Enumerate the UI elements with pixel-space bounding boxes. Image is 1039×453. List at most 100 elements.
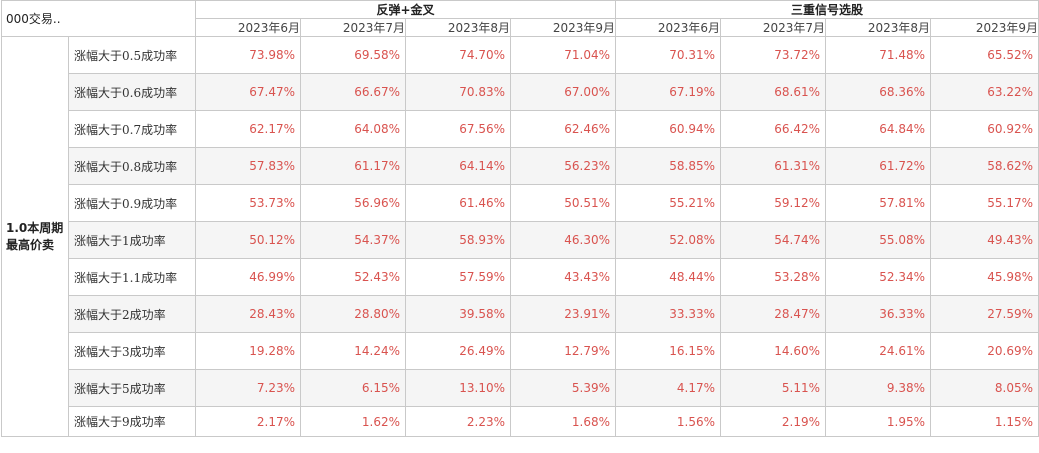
row-label[interactable]: 涨幅大于0.6成功率 <box>67 73 197 111</box>
value-cell[interactable]: 57.83% <box>195 147 302 185</box>
value-cell[interactable]: 73.98% <box>195 36 302 74</box>
value-cell[interactable]: 60.92% <box>930 110 1039 148</box>
month-header[interactable]: 2023年7月 <box>720 18 827 37</box>
row-label[interactable]: 涨幅大于0.9成功率 <box>67 184 197 222</box>
value-cell[interactable]: 14.60% <box>720 332 827 370</box>
value-cell[interactable]: 50.51% <box>510 184 617 222</box>
value-cell[interactable]: 28.47% <box>720 295 827 333</box>
value-cell[interactable]: 5.11% <box>720 369 827 407</box>
value-cell[interactable]: 9.38% <box>825 369 932 407</box>
value-cell[interactable]: 54.37% <box>300 221 407 259</box>
value-cell[interactable]: 70.31% <box>615 36 722 74</box>
value-cell[interactable]: 20.69% <box>930 332 1039 370</box>
value-cell[interactable]: 55.08% <box>825 221 932 259</box>
column-group-header[interactable]: 三重信号选股 <box>615 0 1039 19</box>
value-cell[interactable]: 26.49% <box>405 332 512 370</box>
value-cell[interactable]: 62.46% <box>510 110 617 148</box>
value-cell[interactable]: 61.17% <box>300 147 407 185</box>
value-cell[interactable]: 61.46% <box>405 184 512 222</box>
value-cell[interactable]: 39.58% <box>405 295 512 333</box>
value-cell[interactable]: 43.43% <box>510 258 617 296</box>
value-cell[interactable]: 62.17% <box>195 110 302 148</box>
month-header[interactable]: 2023年9月 <box>510 18 617 37</box>
value-cell[interactable]: 54.74% <box>720 221 827 259</box>
value-cell[interactable]: 1.68% <box>510 406 617 437</box>
value-cell[interactable]: 6.15% <box>300 369 407 407</box>
column-group-header[interactable]: 反弹+金叉 <box>195 0 617 19</box>
value-cell[interactable]: 55.21% <box>615 184 722 222</box>
value-cell[interactable]: 58.62% <box>930 147 1039 185</box>
value-cell[interactable]: 46.30% <box>510 221 617 259</box>
value-cell[interactable]: 5.39% <box>510 369 617 407</box>
value-cell[interactable]: 28.43% <box>195 295 302 333</box>
value-cell[interactable]: 53.28% <box>720 258 827 296</box>
value-cell[interactable]: 64.84% <box>825 110 932 148</box>
row-label[interactable]: 涨幅大于0.5成功率 <box>67 36 197 74</box>
row-group-label[interactable]: 1.0本周期 最高价卖 <box>1 36 69 437</box>
value-cell[interactable]: 56.96% <box>300 184 407 222</box>
value-cell[interactable]: 55.17% <box>930 184 1039 222</box>
value-cell[interactable]: 60.94% <box>615 110 722 148</box>
value-cell[interactable]: 8.05% <box>930 369 1039 407</box>
value-cell[interactable]: 67.00% <box>510 73 617 111</box>
value-cell[interactable]: 61.72% <box>825 147 932 185</box>
value-cell[interactable]: 19.28% <box>195 332 302 370</box>
value-cell[interactable]: 69.58% <box>300 36 407 74</box>
value-cell[interactable]: 73.72% <box>720 36 827 74</box>
value-cell[interactable]: 67.19% <box>615 73 722 111</box>
value-cell[interactable]: 28.80% <box>300 295 407 333</box>
value-cell[interactable]: 23.91% <box>510 295 617 333</box>
value-cell[interactable]: 49.43% <box>930 221 1039 259</box>
row-label[interactable]: 涨幅大于0.7成功率 <box>67 110 197 148</box>
month-header[interactable]: 2023年9月 <box>930 18 1039 37</box>
row-label[interactable]: 涨幅大于2成功率 <box>67 295 197 333</box>
value-cell[interactable]: 4.17% <box>615 369 722 407</box>
month-header[interactable]: 2023年8月 <box>405 18 512 37</box>
value-cell[interactable]: 45.98% <box>930 258 1039 296</box>
value-cell[interactable]: 59.12% <box>720 184 827 222</box>
value-cell[interactable]: 16.15% <box>615 332 722 370</box>
value-cell[interactable]: 27.59% <box>930 295 1039 333</box>
value-cell[interactable]: 57.59% <box>405 258 512 296</box>
value-cell[interactable]: 58.85% <box>615 147 722 185</box>
row-label[interactable]: 涨幅大于5成功率 <box>67 369 197 407</box>
value-cell[interactable]: 7.23% <box>195 369 302 407</box>
value-cell[interactable]: 53.73% <box>195 184 302 222</box>
value-cell[interactable]: 14.24% <box>300 332 407 370</box>
corner-label[interactable]: 000交易.. <box>0 0 197 37</box>
month-header[interactable]: 2023年6月 <box>195 18 302 37</box>
value-cell[interactable]: 33.33% <box>615 295 722 333</box>
row-label[interactable]: 涨幅大于1.1成功率 <box>67 258 197 296</box>
value-cell[interactable]: 66.67% <box>300 73 407 111</box>
value-cell[interactable]: 1.56% <box>615 406 722 437</box>
value-cell[interactable]: 70.83% <box>405 73 512 111</box>
value-cell[interactable]: 63.22% <box>930 73 1039 111</box>
row-label[interactable]: 涨幅大于9成功率 <box>67 406 197 437</box>
value-cell[interactable]: 2.23% <box>405 406 512 437</box>
value-cell[interactable]: 1.62% <box>300 406 407 437</box>
value-cell[interactable]: 2.17% <box>195 406 302 437</box>
value-cell[interactable]: 24.61% <box>825 332 932 370</box>
month-header[interactable]: 2023年8月 <box>825 18 932 37</box>
value-cell[interactable]: 66.42% <box>720 110 827 148</box>
row-label[interactable]: 涨幅大于0.8成功率 <box>67 147 197 185</box>
month-header[interactable]: 2023年6月 <box>615 18 722 37</box>
value-cell[interactable]: 46.99% <box>195 258 302 296</box>
value-cell[interactable]: 68.36% <box>825 73 932 111</box>
value-cell[interactable]: 56.23% <box>510 147 617 185</box>
value-cell[interactable]: 52.08% <box>615 221 722 259</box>
value-cell[interactable]: 36.33% <box>825 295 932 333</box>
value-cell[interactable]: 67.47% <box>195 73 302 111</box>
value-cell[interactable]: 68.61% <box>720 73 827 111</box>
value-cell[interactable]: 50.12% <box>195 221 302 259</box>
value-cell[interactable]: 52.34% <box>825 258 932 296</box>
month-header[interactable]: 2023年7月 <box>300 18 407 37</box>
value-cell[interactable]: 58.93% <box>405 221 512 259</box>
value-cell[interactable]: 2.19% <box>720 406 827 437</box>
value-cell[interactable]: 1.15% <box>930 406 1039 437</box>
value-cell[interactable]: 57.81% <box>825 184 932 222</box>
value-cell[interactable]: 71.48% <box>825 36 932 74</box>
value-cell[interactable]: 74.70% <box>405 36 512 74</box>
row-label[interactable]: 涨幅大于3成功率 <box>67 332 197 370</box>
value-cell[interactable]: 67.56% <box>405 110 512 148</box>
